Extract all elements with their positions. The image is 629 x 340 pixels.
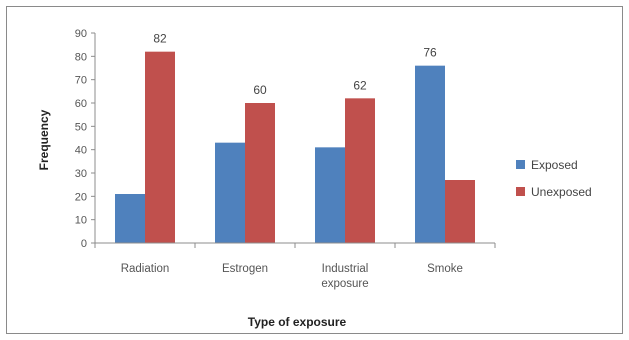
y-tick-label: 50 [75, 121, 87, 133]
y-tick-label: 40 [75, 145, 87, 157]
y-tick-label: 80 [75, 51, 87, 63]
data-label: 60 [253, 83, 267, 97]
bars [115, 51, 475, 244]
x-tick-label: Smoke [427, 263, 463, 275]
legend-label-exposed: Exposed [531, 158, 578, 172]
bar-unexposed-4 [445, 180, 475, 243]
y-tick-label: 0 [81, 238, 87, 250]
y-tick-label: 10 [75, 215, 87, 227]
legend-swatch-exposed [516, 160, 525, 169]
chart-frame [6, 6, 623, 334]
bar-exposed-2 [215, 142, 245, 243]
x-tick-label: Radiation [121, 263, 170, 275]
legend-swatch-unexposed [516, 187, 525, 196]
y-tick-label: 30 [75, 168, 87, 180]
data-label: 62 [353, 78, 367, 92]
bar-exposed-1 [115, 194, 145, 243]
x-tick-label: Industrial exposure [321, 263, 368, 290]
y-axis-title: Frequency [37, 109, 51, 170]
data-labels: 76 82 60 62 [153, 32, 437, 97]
y-axis: 0 10 20 30 40 50 60 70 80 90 [75, 28, 96, 250]
bar-exposed-3 [315, 147, 345, 243]
x-axis-title: Type of exposure [248, 315, 347, 329]
y-tick-label: 70 [75, 75, 87, 87]
y-tick-label: 20 [75, 191, 87, 203]
y-tick-label: 90 [75, 28, 87, 40]
bar-unexposed-2 [245, 103, 275, 243]
data-label: 82 [153, 32, 167, 46]
bar-unexposed-3 [345, 98, 375, 243]
x-tick-label: Estrogen [222, 263, 268, 275]
y-tick-label: 60 [75, 98, 87, 110]
bar-unexposed-1 [145, 51, 175, 243]
x-axis: Radiation Estrogen Industrial exposure Smoke [94, 242, 496, 290]
legend: Exposed Unexposed [516, 158, 592, 199]
bar-exposed-4 [415, 65, 445, 244]
legend-label-unexposed: Unexposed [531, 185, 592, 199]
data-label: 76 [423, 46, 437, 60]
